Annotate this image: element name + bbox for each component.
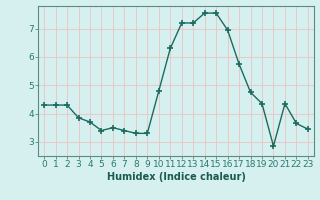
X-axis label: Humidex (Indice chaleur): Humidex (Indice chaleur): [107, 172, 245, 182]
